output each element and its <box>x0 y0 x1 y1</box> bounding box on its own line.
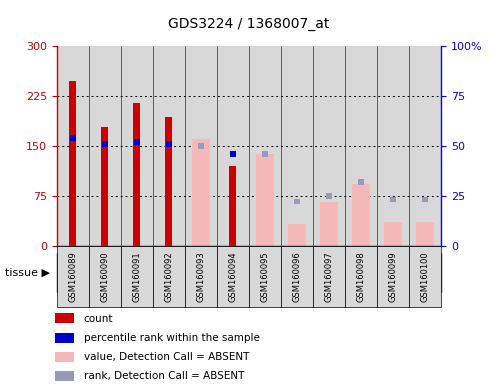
Text: GSM160091: GSM160091 <box>132 251 141 302</box>
Bar <box>294 199 300 205</box>
Bar <box>256 154 274 246</box>
Bar <box>230 151 236 157</box>
Text: GSM160100: GSM160100 <box>421 251 430 302</box>
Text: diaphragm: diaphragm <box>122 268 183 278</box>
Text: GSM160097: GSM160097 <box>324 251 334 302</box>
Bar <box>281 46 313 246</box>
Bar <box>320 202 338 246</box>
Text: GSM160095: GSM160095 <box>260 251 270 302</box>
Bar <box>217 246 249 307</box>
Text: GSM160092: GSM160092 <box>164 251 174 302</box>
Bar <box>55 333 74 343</box>
Text: GSM160093: GSM160093 <box>196 251 206 302</box>
Bar <box>102 141 107 147</box>
Bar <box>57 46 89 246</box>
Bar <box>262 151 268 157</box>
Bar <box>249 246 281 307</box>
Bar <box>409 46 441 246</box>
Bar <box>185 246 217 307</box>
Bar <box>55 371 74 381</box>
Text: rank, Detection Call = ABSENT: rank, Detection Call = ABSENT <box>84 371 244 381</box>
Bar <box>89 246 121 307</box>
Text: count: count <box>84 314 113 324</box>
Bar <box>249 46 281 246</box>
Bar <box>198 143 204 149</box>
Text: GSM160090: GSM160090 <box>100 251 109 302</box>
Bar <box>217 46 249 246</box>
Bar <box>70 135 75 141</box>
Bar <box>121 46 153 246</box>
Bar <box>377 246 409 307</box>
Bar <box>153 246 185 307</box>
Bar <box>288 224 306 246</box>
Bar <box>377 46 409 246</box>
Bar <box>185 46 217 246</box>
Bar <box>69 81 76 246</box>
Bar <box>345 246 377 307</box>
Bar <box>153 46 185 246</box>
Bar <box>417 222 434 246</box>
Bar <box>166 141 172 147</box>
Bar <box>385 222 402 246</box>
Bar <box>165 117 173 246</box>
Text: heart: heart <box>330 268 360 278</box>
Bar <box>345 46 377 246</box>
Bar <box>313 246 345 307</box>
Bar <box>326 193 332 199</box>
Bar <box>133 103 141 246</box>
FancyBboxPatch shape <box>57 253 249 292</box>
Text: tissue ▶: tissue ▶ <box>5 268 50 278</box>
FancyBboxPatch shape <box>249 253 441 292</box>
Bar <box>192 139 210 246</box>
Bar <box>390 197 396 202</box>
Bar <box>358 179 364 185</box>
Text: GSM160098: GSM160098 <box>356 251 366 302</box>
Bar <box>352 184 370 246</box>
Bar <box>55 313 74 323</box>
Text: GSM160096: GSM160096 <box>292 251 302 302</box>
Text: value, Detection Call = ABSENT: value, Detection Call = ABSENT <box>84 352 249 362</box>
Bar <box>57 246 89 307</box>
Bar <box>55 352 74 362</box>
Bar <box>281 246 313 307</box>
Text: percentile rank within the sample: percentile rank within the sample <box>84 333 259 343</box>
Bar <box>313 46 345 246</box>
Text: GSM160099: GSM160099 <box>388 251 398 302</box>
Bar <box>230 151 236 157</box>
Bar <box>89 46 121 246</box>
Text: GSM160089: GSM160089 <box>68 251 77 302</box>
Bar <box>134 139 140 145</box>
Text: GDS3224 / 1368007_at: GDS3224 / 1368007_at <box>168 17 330 31</box>
Bar <box>101 127 108 246</box>
Text: GSM160094: GSM160094 <box>228 251 238 302</box>
Bar <box>423 197 428 202</box>
Bar <box>121 246 153 307</box>
Bar <box>229 166 237 246</box>
Bar <box>409 246 441 307</box>
